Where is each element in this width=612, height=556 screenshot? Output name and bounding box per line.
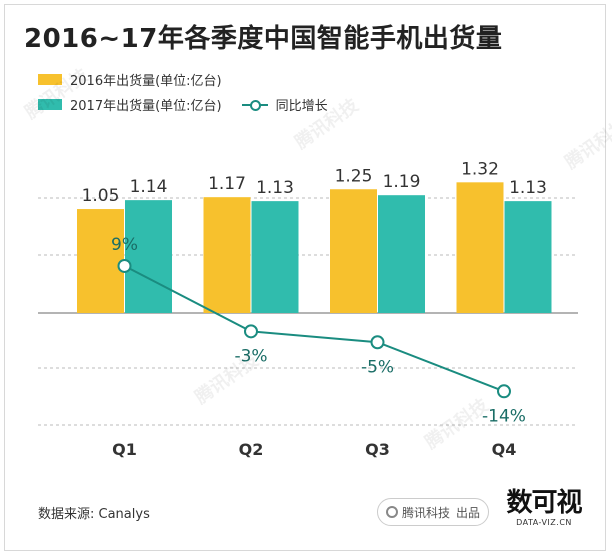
logo-url: DATA-VIZ.CN <box>516 518 572 527</box>
legend-swatch-growth <box>241 99 268 111</box>
legend-label-growth: 同比增长 <box>275 99 328 114</box>
brand-name: 腾讯科技 <box>401 505 450 520</box>
brand-icon <box>385 506 398 518</box>
legend-row-2017: 2017年出货量(单位:亿台) 同比增长 <box>38 95 328 114</box>
brand-badge: 腾讯科技 出品 <box>377 498 489 526</box>
legend-swatch-2017 <box>38 99 62 110</box>
dataviz-logo: 数可视 DATA-VIZ.CN <box>504 488 584 527</box>
legend-label-2016: 2016年出货量(单位:亿台) <box>70 74 222 89</box>
logo-text: 数可视 <box>506 488 582 518</box>
chart-title: 2016~17年各季度中国智能手机出货量 <box>24 24 503 54</box>
legend-label-2017: 2017年出货量(单位:亿台) <box>70 99 222 114</box>
brand-publisher: 出品 <box>456 505 481 520</box>
source-note: 数据来源: Canalys <box>38 507 150 522</box>
legend-swatch-2016 <box>38 74 62 85</box>
legend-item-growth: 同比增长 <box>241 95 328 114</box>
legend-item-2016: 2016年出货量(单位:亿台) <box>38 70 222 89</box>
